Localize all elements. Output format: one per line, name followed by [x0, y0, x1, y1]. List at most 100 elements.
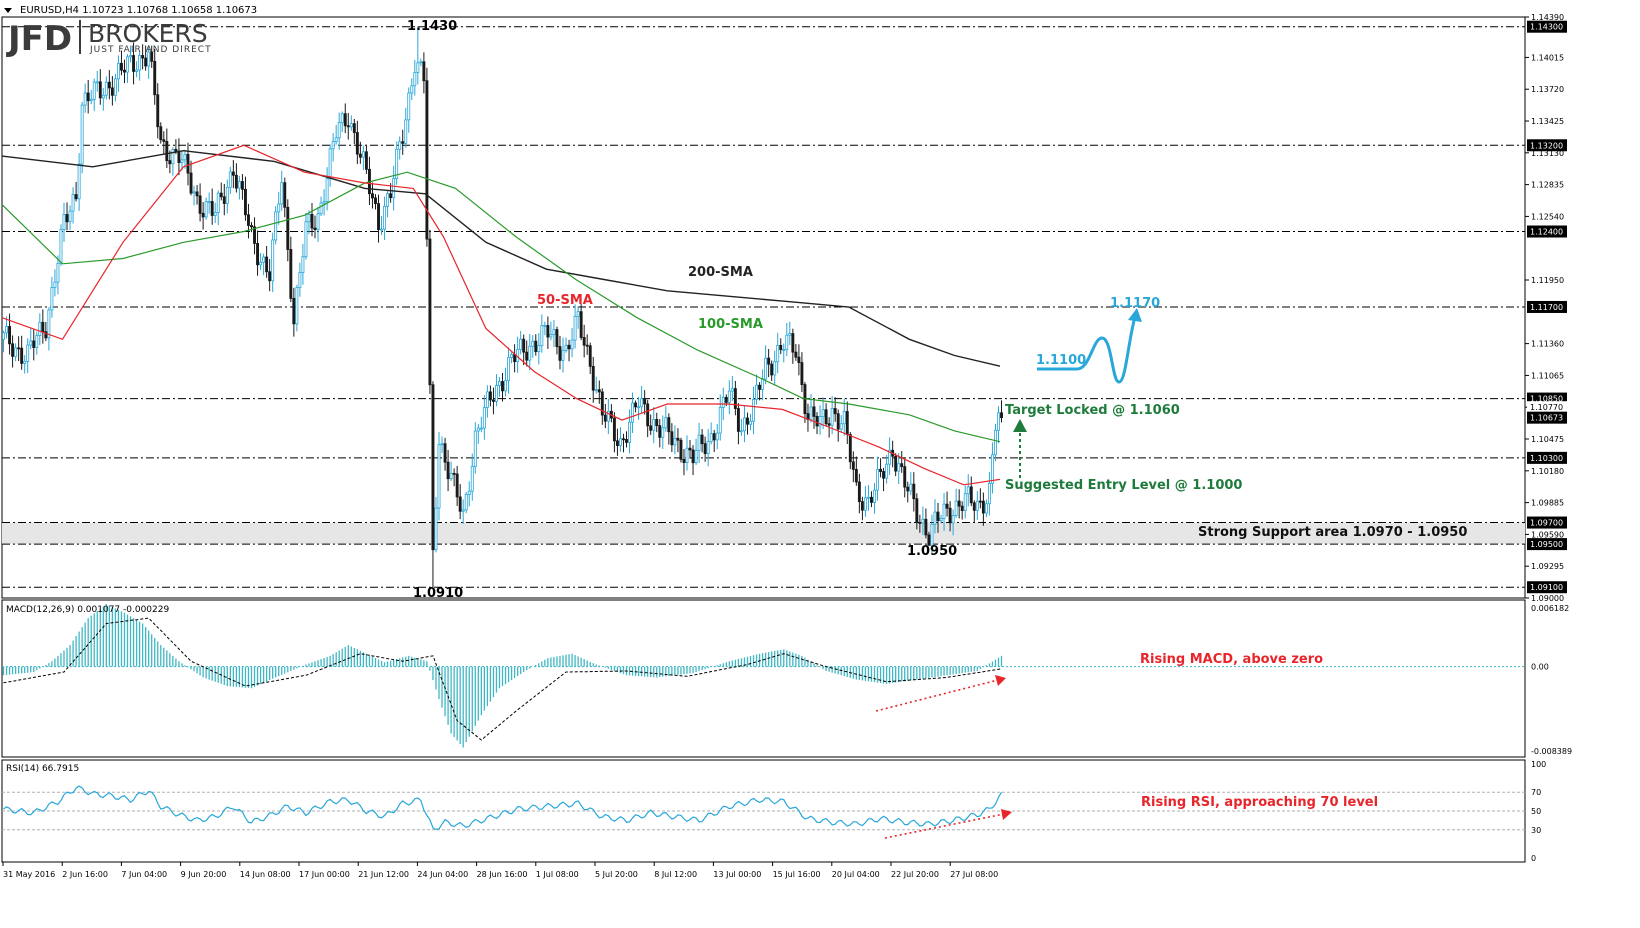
candle-body	[237, 181, 241, 189]
candle-body	[495, 385, 498, 402]
rsi-label: RSI(14) 66.7915	[6, 764, 79, 774]
candle-body	[915, 498, 919, 523]
candle-body	[591, 365, 595, 391]
candle-body	[836, 413, 840, 430]
candle-body	[870, 496, 873, 503]
candle-body	[951, 515, 955, 524]
candle-body	[162, 139, 166, 142]
candle-body	[186, 153, 190, 174]
candle-body	[785, 334, 789, 350]
sma100-label: 100-SMA	[698, 317, 763, 332]
level-label-3: 1.11700	[1530, 303, 1563, 312]
horizontal-levels	[2, 26, 1525, 588]
candle-body	[628, 421, 631, 443]
logo-jfd: JFD	[6, 19, 72, 59]
candle-body	[313, 227, 317, 230]
candle-body	[615, 440, 619, 446]
candle-body	[594, 389, 598, 392]
candle-body	[116, 62, 120, 80]
y-tick-label: 1.11950	[1531, 276, 1564, 285]
candle-body	[957, 500, 961, 507]
candle-body	[92, 81, 96, 100]
candle-body	[860, 501, 864, 511]
candle-body	[386, 193, 390, 207]
candle-body	[688, 447, 692, 451]
candle-body	[561, 349, 565, 361]
candle-body	[773, 361, 777, 376]
x-tick-label: 15 Jul 16:00	[773, 870, 821, 879]
macd-tick-label: 0.00	[1531, 663, 1549, 672]
candle-body	[210, 201, 214, 216]
candle-body	[383, 205, 387, 230]
candle-body	[41, 321, 45, 333]
candle-body	[17, 347, 21, 350]
x-tick-label: 28 Jun 16:00	[477, 870, 528, 879]
candle-body	[667, 417, 671, 433]
projection-path: 1.1100 1.1170	[1036, 296, 1160, 384]
candle-body	[924, 518, 928, 536]
candle-body	[945, 503, 949, 509]
candle-body	[286, 206, 290, 250]
candle-body	[794, 351, 798, 358]
candle-body	[473, 430, 477, 467]
candle-body	[222, 196, 226, 204]
x-tick-label: 14 Jun 08:00	[240, 870, 291, 879]
dropdown-triangle-icon[interactable]	[4, 8, 12, 13]
candle-body	[930, 523, 934, 546]
rsi-annotation: Rising RSI, approaching 70 level	[1141, 795, 1378, 810]
candle-body	[404, 119, 408, 144]
y-tick-label: 1.11360	[1531, 340, 1564, 349]
candle-body	[123, 69, 126, 73]
candle-body	[346, 125, 350, 128]
candle-body	[755, 384, 759, 400]
candle-body	[319, 202, 323, 215]
candle-body	[71, 194, 75, 212]
level-label-7: 1.09500	[1530, 540, 1563, 549]
candle-body	[933, 511, 937, 525]
support-zone	[2, 522, 1525, 545]
candle-body	[307, 213, 311, 223]
panel-frame-0	[1, 16, 1526, 599]
candle-body	[153, 60, 157, 96]
candle-body	[637, 406, 641, 409]
candle-body	[582, 337, 586, 346]
candle-body	[972, 502, 976, 511]
candle-body	[50, 286, 54, 311]
y-tick-label: 1.13720	[1531, 85, 1564, 94]
candle-body	[661, 427, 665, 438]
rsi-tick-label: 30	[1531, 826, 1541, 835]
candle-body	[652, 419, 656, 431]
candle-body	[289, 249, 293, 299]
candle-body	[894, 455, 898, 472]
candle-body	[579, 311, 583, 338]
candle-body	[26, 344, 30, 362]
candle-body	[53, 281, 57, 288]
rsi-line	[3, 785, 1003, 831]
candle-body	[464, 494, 468, 511]
candle-body	[147, 51, 151, 67]
candle-body	[413, 72, 417, 87]
candle-body	[854, 468, 858, 483]
candle-body	[513, 354, 517, 363]
candle-body	[461, 509, 465, 512]
candle-body	[352, 123, 356, 133]
candle-body	[706, 441, 710, 455]
candle-body	[963, 493, 967, 511]
candle-body	[174, 149, 178, 152]
candle-body	[228, 171, 232, 188]
level-label-2-box	[1527, 225, 1567, 238]
y-tick-label: 1.11065	[1531, 371, 1564, 380]
candle-body	[658, 425, 662, 438]
projection-1170-label: 1.1170	[1110, 296, 1160, 311]
candle-body	[697, 434, 701, 451]
low-label-0950: 1.0950	[907, 544, 957, 559]
level-label-8-box	[1527, 581, 1567, 594]
candle-body	[104, 81, 108, 96]
y-tick-label: 1.09000	[1531, 594, 1564, 603]
candle-body	[567, 344, 571, 350]
candle-body	[851, 461, 855, 470]
candle-body	[11, 343, 15, 357]
x-tick-label: 22 Jul 20:00	[891, 870, 939, 879]
candle-body	[410, 85, 414, 94]
